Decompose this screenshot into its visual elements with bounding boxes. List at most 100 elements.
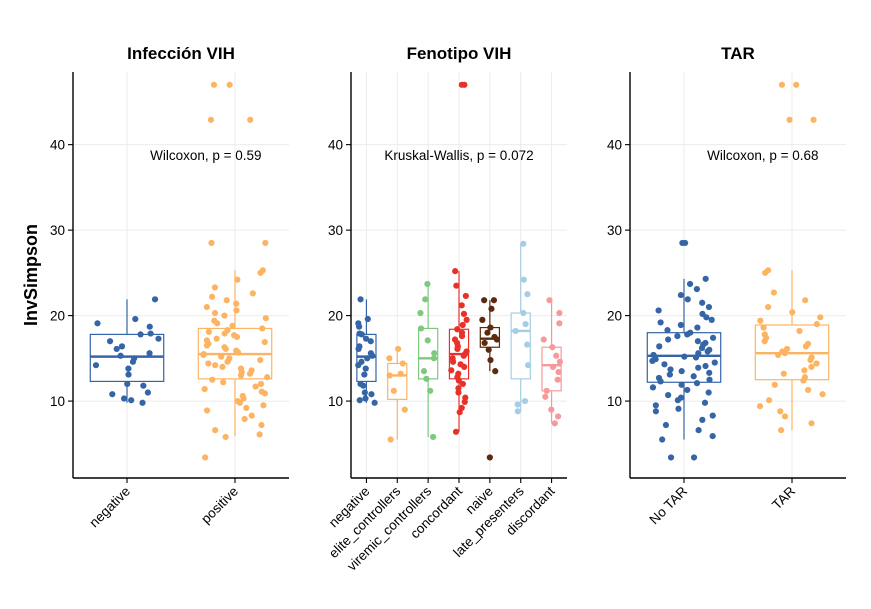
data-point [128, 397, 135, 404]
data-point [765, 267, 772, 274]
data-point [756, 403, 764, 410]
points-no-tar [649, 239, 718, 461]
panel-infeccion-vih: Infección VIH 10 20 30 40 negative positive Wil… [50, 44, 289, 530]
data-point [203, 407, 211, 414]
data-point [659, 436, 666, 443]
data-point [549, 363, 557, 370]
data-point [804, 340, 812, 347]
data-point [459, 380, 466, 388]
data-point [257, 356, 264, 364]
data-point [514, 408, 521, 415]
data-point [247, 116, 254, 123]
y-tick-label: 10 [50, 394, 65, 409]
data-point [427, 387, 434, 394]
data-point [140, 382, 147, 389]
data-point [222, 433, 229, 441]
points-late-presenters [512, 240, 532, 415]
data-point [243, 404, 250, 412]
data-point [693, 380, 701, 387]
data-point [261, 338, 268, 346]
points-tar [756, 81, 826, 434]
stat-annotation: Kruskal-Wallis, p = 0.072 [384, 148, 533, 163]
data-point [113, 345, 120, 353]
data-point [459, 321, 466, 329]
data-point [512, 327, 519, 335]
data-point [221, 344, 228, 351]
data-point [458, 302, 465, 309]
data-point [448, 367, 455, 374]
data-point [431, 350, 438, 357]
points-positive [200, 81, 271, 461]
data-point [239, 392, 246, 400]
data-point [394, 345, 402, 353]
data-point [230, 332, 238, 339]
data-point [701, 399, 709, 406]
data-point [693, 286, 700, 293]
data-point [249, 290, 256, 297]
data-point [520, 276, 527, 283]
data-point [362, 335, 370, 342]
data-point [258, 388, 265, 395]
data-point [208, 293, 216, 300]
data-point [221, 312, 228, 319]
data-point [546, 297, 553, 304]
data-point [462, 292, 469, 300]
data-point [364, 315, 371, 323]
data-point [681, 239, 689, 247]
points-negative [355, 296, 378, 406]
data-point [132, 315, 139, 323]
data-point [656, 343, 663, 350]
data-point [681, 353, 688, 360]
data-point [786, 116, 793, 123]
y-tick-label: 30 [50, 223, 65, 238]
data-point [695, 350, 702, 357]
data-point [690, 373, 697, 380]
data-point [649, 384, 657, 391]
points-discordant [540, 297, 564, 427]
data-point [684, 386, 691, 394]
data-point [362, 395, 369, 402]
data-point [260, 402, 267, 409]
data-point [449, 355, 456, 362]
data-point [219, 363, 226, 370]
data-point [808, 363, 815, 370]
data-point [420, 368, 428, 375]
data-point [524, 362, 532, 369]
data-point [757, 317, 764, 324]
data-point [801, 367, 808, 374]
data-point [540, 336, 547, 343]
data-point [481, 339, 488, 347]
data-point [708, 316, 715, 323]
data-point [399, 360, 406, 367]
data-point [201, 386, 208, 393]
data-point [677, 394, 685, 401]
stat-annotation: Wilcoxon, p = 0.59 [150, 148, 261, 163]
data-point [796, 327, 803, 335]
data-point [677, 291, 685, 299]
data-point [463, 316, 470, 323]
data-point [451, 336, 459, 343]
data-point [677, 321, 684, 329]
data-point [556, 358, 564, 365]
data-point [458, 404, 465, 412]
data-point [694, 324, 701, 331]
data-point [131, 355, 138, 362]
data-point [355, 320, 362, 327]
box-viremic-controllers [417, 283, 439, 437]
data-point [665, 391, 672, 399]
data-point [417, 325, 425, 332]
points-concordant [448, 81, 470, 435]
data-point [212, 427, 219, 434]
data-point [655, 307, 662, 314]
data-point [417, 309, 424, 317]
data-point [551, 420, 558, 427]
data-point [386, 372, 393, 379]
data-point [524, 341, 531, 348]
data-point [481, 297, 488, 304]
data-point [652, 402, 659, 409]
data-point [424, 280, 431, 288]
data-point [699, 299, 706, 306]
data-point [137, 331, 144, 338]
data-point [453, 282, 460, 289]
data-point [491, 333, 498, 341]
